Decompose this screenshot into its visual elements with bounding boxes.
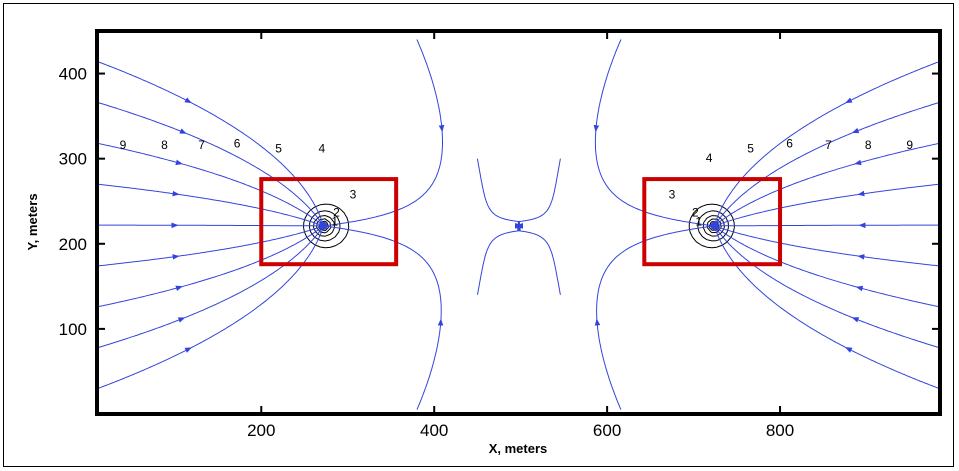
streamline <box>714 227 940 389</box>
streamline <box>714 61 940 225</box>
highlight-box <box>259 177 399 267</box>
axis-ticks: 200 400 600 800 100 200 300 400 <box>59 31 940 440</box>
streamline-arrow <box>184 97 192 104</box>
contour-label: 6 <box>234 136 241 150</box>
contour-label: 1 <box>695 215 702 229</box>
y-tick-label: 100 <box>59 320 87 339</box>
contour-label: 7 <box>198 138 205 152</box>
y-tick-label: 300 <box>59 150 87 169</box>
streamline-arrow <box>184 347 193 353</box>
streamline <box>476 158 520 227</box>
streamline <box>594 39 714 227</box>
streamline <box>715 183 940 227</box>
sink-markers <box>319 221 719 230</box>
contour-label: 3 <box>669 187 676 201</box>
plot-area <box>97 39 940 410</box>
streamline <box>476 225 520 295</box>
streamline <box>518 225 561 295</box>
streamline-arrow <box>844 347 853 353</box>
contour-label: 4 <box>706 151 713 165</box>
contour-label: 4 <box>318 141 325 155</box>
contour-label: 1 <box>331 215 338 229</box>
y-tick-label: 400 <box>59 65 87 84</box>
sink-marker <box>319 221 328 230</box>
y-axis-label: Y, meters <box>25 193 40 250</box>
highlight-boxes <box>259 177 783 267</box>
plot-border <box>95 29 942 416</box>
x-tick-label: 800 <box>766 421 794 440</box>
highlight-box <box>642 177 783 267</box>
contour-label: 5 <box>275 141 282 155</box>
streamline <box>97 225 323 267</box>
streamline <box>716 224 940 227</box>
streamline-arrow <box>177 317 186 323</box>
y-tick-label: 200 <box>59 235 87 254</box>
streamline-arrow <box>175 285 183 291</box>
streamline <box>97 226 323 308</box>
streamline <box>97 142 323 225</box>
contour-label: 8 <box>161 138 168 152</box>
streamline <box>715 102 940 225</box>
contour-label: 9 <box>906 138 913 152</box>
streamline <box>324 39 443 227</box>
streamline-arrow <box>845 97 853 104</box>
streamline <box>716 226 940 267</box>
streamline <box>325 225 442 410</box>
contour-label: 7 <box>825 138 832 152</box>
streamline-arrow <box>851 127 860 134</box>
streamline-arrow <box>179 128 187 134</box>
streamline-arrow <box>851 317 860 323</box>
x-axis-label: X, meters <box>489 441 548 456</box>
contour-label: 9 <box>120 138 127 152</box>
streamline <box>97 227 323 349</box>
streamline <box>596 225 713 410</box>
streamline <box>97 183 322 226</box>
streamline <box>715 226 940 308</box>
streamline <box>97 224 323 227</box>
x-tick-label: 200 <box>247 421 275 440</box>
streamline <box>97 102 324 226</box>
sink-marker <box>710 221 719 230</box>
contour-label: 5 <box>747 141 754 155</box>
contour-label: 3 <box>350 187 357 201</box>
streamlines <box>97 39 940 410</box>
streamline <box>518 158 561 227</box>
contour-label: 6 <box>786 136 793 150</box>
figure-frame <box>3 3 954 467</box>
contour-label: 2 <box>692 205 699 219</box>
x-tick-label: 600 <box>593 421 621 440</box>
streamline <box>97 227 324 389</box>
streamline <box>714 226 940 349</box>
streamline <box>97 61 324 225</box>
contour-label: 8 <box>865 138 872 152</box>
streamline <box>715 142 940 226</box>
contour-label: 2 <box>333 205 340 219</box>
x-tick-label: 400 <box>420 421 448 440</box>
